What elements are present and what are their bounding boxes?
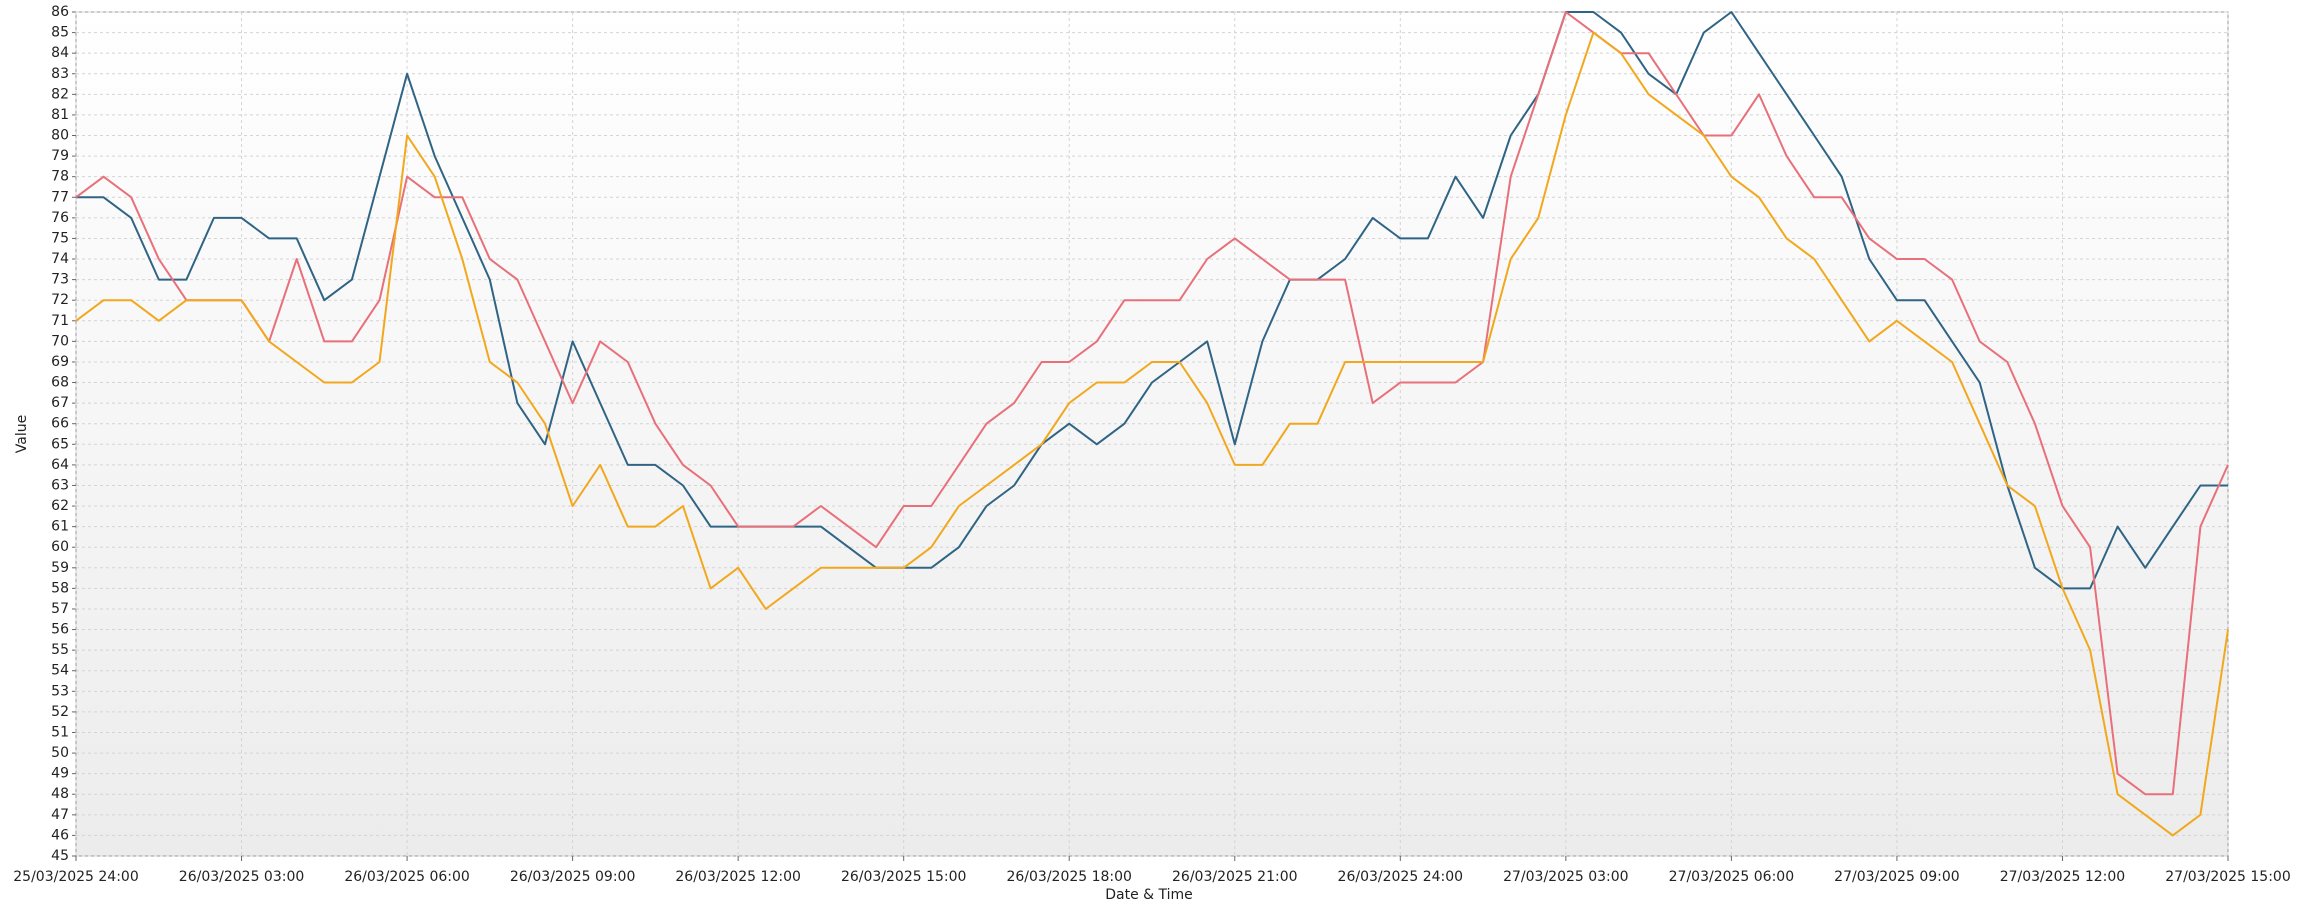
x-tick-label: 27/03/2025 06:00	[1669, 869, 1795, 885]
x-tick-label: 26/03/2025 09:00	[510, 869, 636, 885]
y-tick-label: 70	[51, 333, 69, 349]
y-tick-label: 55	[51, 642, 69, 658]
x-tick-label: 27/03/2025 09:00	[1834, 869, 1960, 885]
y-tick-label: 85	[51, 25, 69, 41]
x-tick-label: 27/03/2025 15:00	[2165, 869, 2291, 885]
y-tick-label: 45	[51, 848, 69, 864]
y-tick-label: 86	[51, 4, 69, 20]
y-tick-label: 78	[51, 169, 69, 185]
x-tick-label: 26/03/2025 06:00	[344, 869, 470, 885]
y-tick-label: 60	[51, 539, 69, 555]
y-tick-label: 67	[51, 395, 69, 411]
y-tick-label: 51	[51, 724, 69, 740]
y-tick-label: 84	[51, 45, 69, 61]
y-tick-label: 81	[51, 107, 69, 123]
x-tick-label: 27/03/2025 03:00	[1503, 869, 1629, 885]
y-tick-label: 46	[51, 827, 69, 843]
y-tick-label: 62	[51, 498, 69, 514]
y-tick-label: 63	[51, 477, 69, 493]
x-tick-label: 26/03/2025 12:00	[675, 869, 801, 885]
y-tick-label: 65	[51, 436, 69, 452]
y-tick-label: 47	[51, 807, 69, 823]
x-tick-label: 26/03/2025 18:00	[1006, 869, 1132, 885]
y-tick-label: 77	[51, 189, 69, 205]
x-tick-label: 27/03/2025 12:00	[2000, 869, 2126, 885]
series-line	[75, 31, 2229, 837]
y-tick-label: 57	[51, 601, 69, 617]
y-tick-label: 74	[51, 251, 69, 267]
y-tick-label: 50	[51, 745, 69, 761]
y-tick-label: 54	[51, 663, 69, 679]
y-axis-label: Value	[14, 415, 30, 453]
x-axis-label: Date & Time	[1105, 887, 1193, 903]
plot-area	[75, 11, 2229, 857]
y-tick-label: 72	[51, 292, 69, 308]
x-tick-label: 26/03/2025 24:00	[1338, 869, 1464, 885]
x-tick-label: 26/03/2025 15:00	[841, 869, 967, 885]
series-line	[76, 11, 2228, 590]
x-tick-label: 25/03/2025 24:00	[13, 869, 139, 885]
y-tick-label: 52	[51, 704, 69, 720]
y-tick-label: 68	[51, 375, 69, 391]
y-tick-label: 48	[51, 786, 69, 802]
y-tick-label: 76	[51, 210, 69, 226]
y-tick-label: 53	[51, 683, 69, 699]
y-tick-label: 79	[51, 148, 69, 164]
series-line	[75, 11, 2229, 796]
y-tick-label: 61	[51, 519, 69, 535]
y-tick-label: 58	[51, 580, 69, 596]
y-tick-label: 59	[51, 560, 69, 576]
y-tick-label: 80	[51, 128, 69, 144]
y-tick-label: 56	[51, 622, 69, 638]
y-tick-label: 66	[51, 416, 69, 432]
y-tick-label: 73	[51, 272, 69, 288]
y-tick-label: 49	[51, 766, 69, 782]
y-tick-label: 75	[51, 230, 69, 246]
x-tick-label: 26/03/2025 03:00	[179, 869, 305, 885]
y-tick-label: 69	[51, 354, 69, 370]
y-tick-label: 71	[51, 313, 69, 329]
x-tick-label: 26/03/2025 21:00	[1172, 869, 1298, 885]
y-tick-label: 83	[51, 66, 69, 82]
y-tick-label: 82	[51, 86, 69, 102]
y-tick-label: 64	[51, 457, 69, 473]
